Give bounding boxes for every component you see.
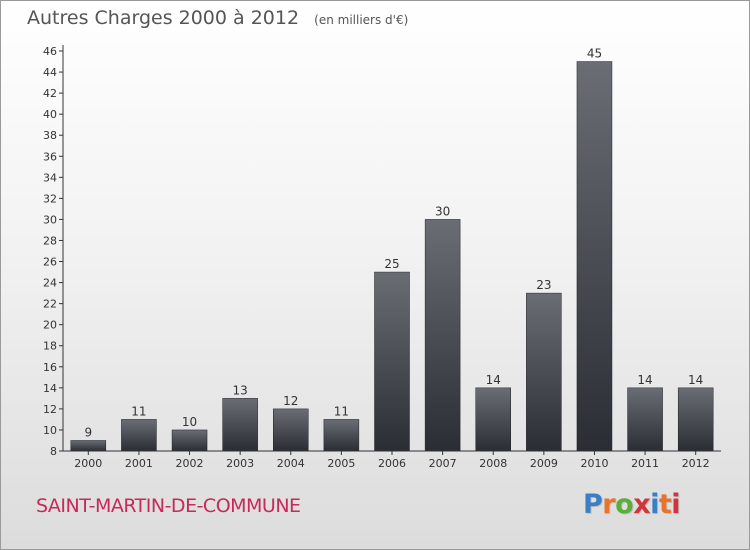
y-tick-label: 12 xyxy=(43,403,57,416)
bar xyxy=(222,398,258,452)
x-tick-label: 2011 xyxy=(631,457,659,470)
bar xyxy=(627,387,663,452)
bar-value-label: 14 xyxy=(688,373,703,387)
bars: 9 11 10 13 12 11 25 30 14 23 45 14 14 xyxy=(70,47,714,452)
bar-value-label: 11 xyxy=(131,404,146,418)
bar xyxy=(171,429,208,452)
y-tick-label: 22 xyxy=(43,298,57,311)
y-tick-label: 42 xyxy=(43,87,57,100)
chart-title: Autres Charges 2000 à 2012 xyxy=(27,7,300,29)
bar xyxy=(677,387,714,452)
x-tick-label: 2010 xyxy=(580,457,608,470)
y-tick-label: 44 xyxy=(43,66,57,79)
bar-value-label: 14 xyxy=(637,373,652,387)
y-tick-label: 40 xyxy=(43,108,57,121)
bar xyxy=(70,440,107,452)
bar-value-label: 23 xyxy=(536,278,551,292)
logo-letter: i xyxy=(650,489,659,520)
bar-value-label: 13 xyxy=(233,383,248,397)
x-tick-label: 2007 xyxy=(429,457,457,470)
bar-value-label: 12 xyxy=(283,394,298,408)
logo-letter: t xyxy=(658,489,672,520)
bar-value-label: 25 xyxy=(384,257,399,271)
bar xyxy=(121,419,157,452)
y-tick-label: 32 xyxy=(43,192,57,205)
axes: 8 10 12 14 16 18 20 22 24 26 28 30 32 34 36 38 40 42 44 46 2… xyxy=(43,45,721,470)
x-tick-label: 2009 xyxy=(530,457,558,470)
bar-value-label: 10 xyxy=(182,415,197,429)
x-tick-label: 2003 xyxy=(226,457,254,470)
bar xyxy=(576,61,613,452)
bar xyxy=(475,387,511,452)
logo-letter: i xyxy=(671,489,681,520)
logo-letter: x xyxy=(633,489,651,520)
y-tick-label: 26 xyxy=(43,256,57,269)
y-tick-label: 30 xyxy=(43,213,57,226)
y-tick-label: 24 xyxy=(43,277,57,290)
bar-value-label: 45 xyxy=(587,47,602,61)
title-row: Autres Charges 2000 à 2012 (en milliers … xyxy=(27,7,408,29)
y-tick-label: 28 xyxy=(43,234,57,247)
bar xyxy=(526,292,562,452)
bar xyxy=(323,419,360,452)
bar xyxy=(424,219,461,452)
chart-subtitle: (en milliers d'€) xyxy=(314,13,409,27)
y-tick-label: 8 xyxy=(50,445,57,458)
x-tick-label: 2008 xyxy=(479,457,507,470)
bar-value-label: 30 xyxy=(435,204,450,218)
logo-letter: P xyxy=(583,489,603,520)
proxiti-logo: Proxiti xyxy=(583,489,681,520)
bar xyxy=(273,408,309,452)
commune-name: SAINT-MARTIN-DE-COMMUNE xyxy=(36,495,301,517)
y-tick-label: 34 xyxy=(43,171,57,184)
y-tick-label: 46 xyxy=(43,45,57,58)
x-tick-label: 2006 xyxy=(378,457,406,470)
y-tick-label: 14 xyxy=(43,382,57,395)
x-tick-label: 2002 xyxy=(176,457,204,470)
x-tick-label: 2004 xyxy=(277,457,305,470)
bar-value-label: 9 xyxy=(84,425,92,439)
x-tick-label: 2001 xyxy=(125,457,153,470)
y-tick-label: 10 xyxy=(43,424,57,437)
y-tick-label: 20 xyxy=(43,319,57,332)
bar xyxy=(374,271,410,452)
y-tick-label: 18 xyxy=(43,340,57,353)
bar-value-label: 14 xyxy=(486,373,501,387)
logo-letter: r xyxy=(602,489,616,520)
bar-value-label: 11 xyxy=(334,404,349,418)
x-tick-label: 2005 xyxy=(327,457,355,470)
x-tick-label: 2012 xyxy=(682,457,710,470)
x-tick-label: 2000 xyxy=(74,457,102,470)
y-tick-label: 38 xyxy=(43,129,57,142)
y-tick-label: 36 xyxy=(43,150,57,163)
y-tick-label: 16 xyxy=(43,361,57,374)
logo-letter: o xyxy=(615,489,634,520)
